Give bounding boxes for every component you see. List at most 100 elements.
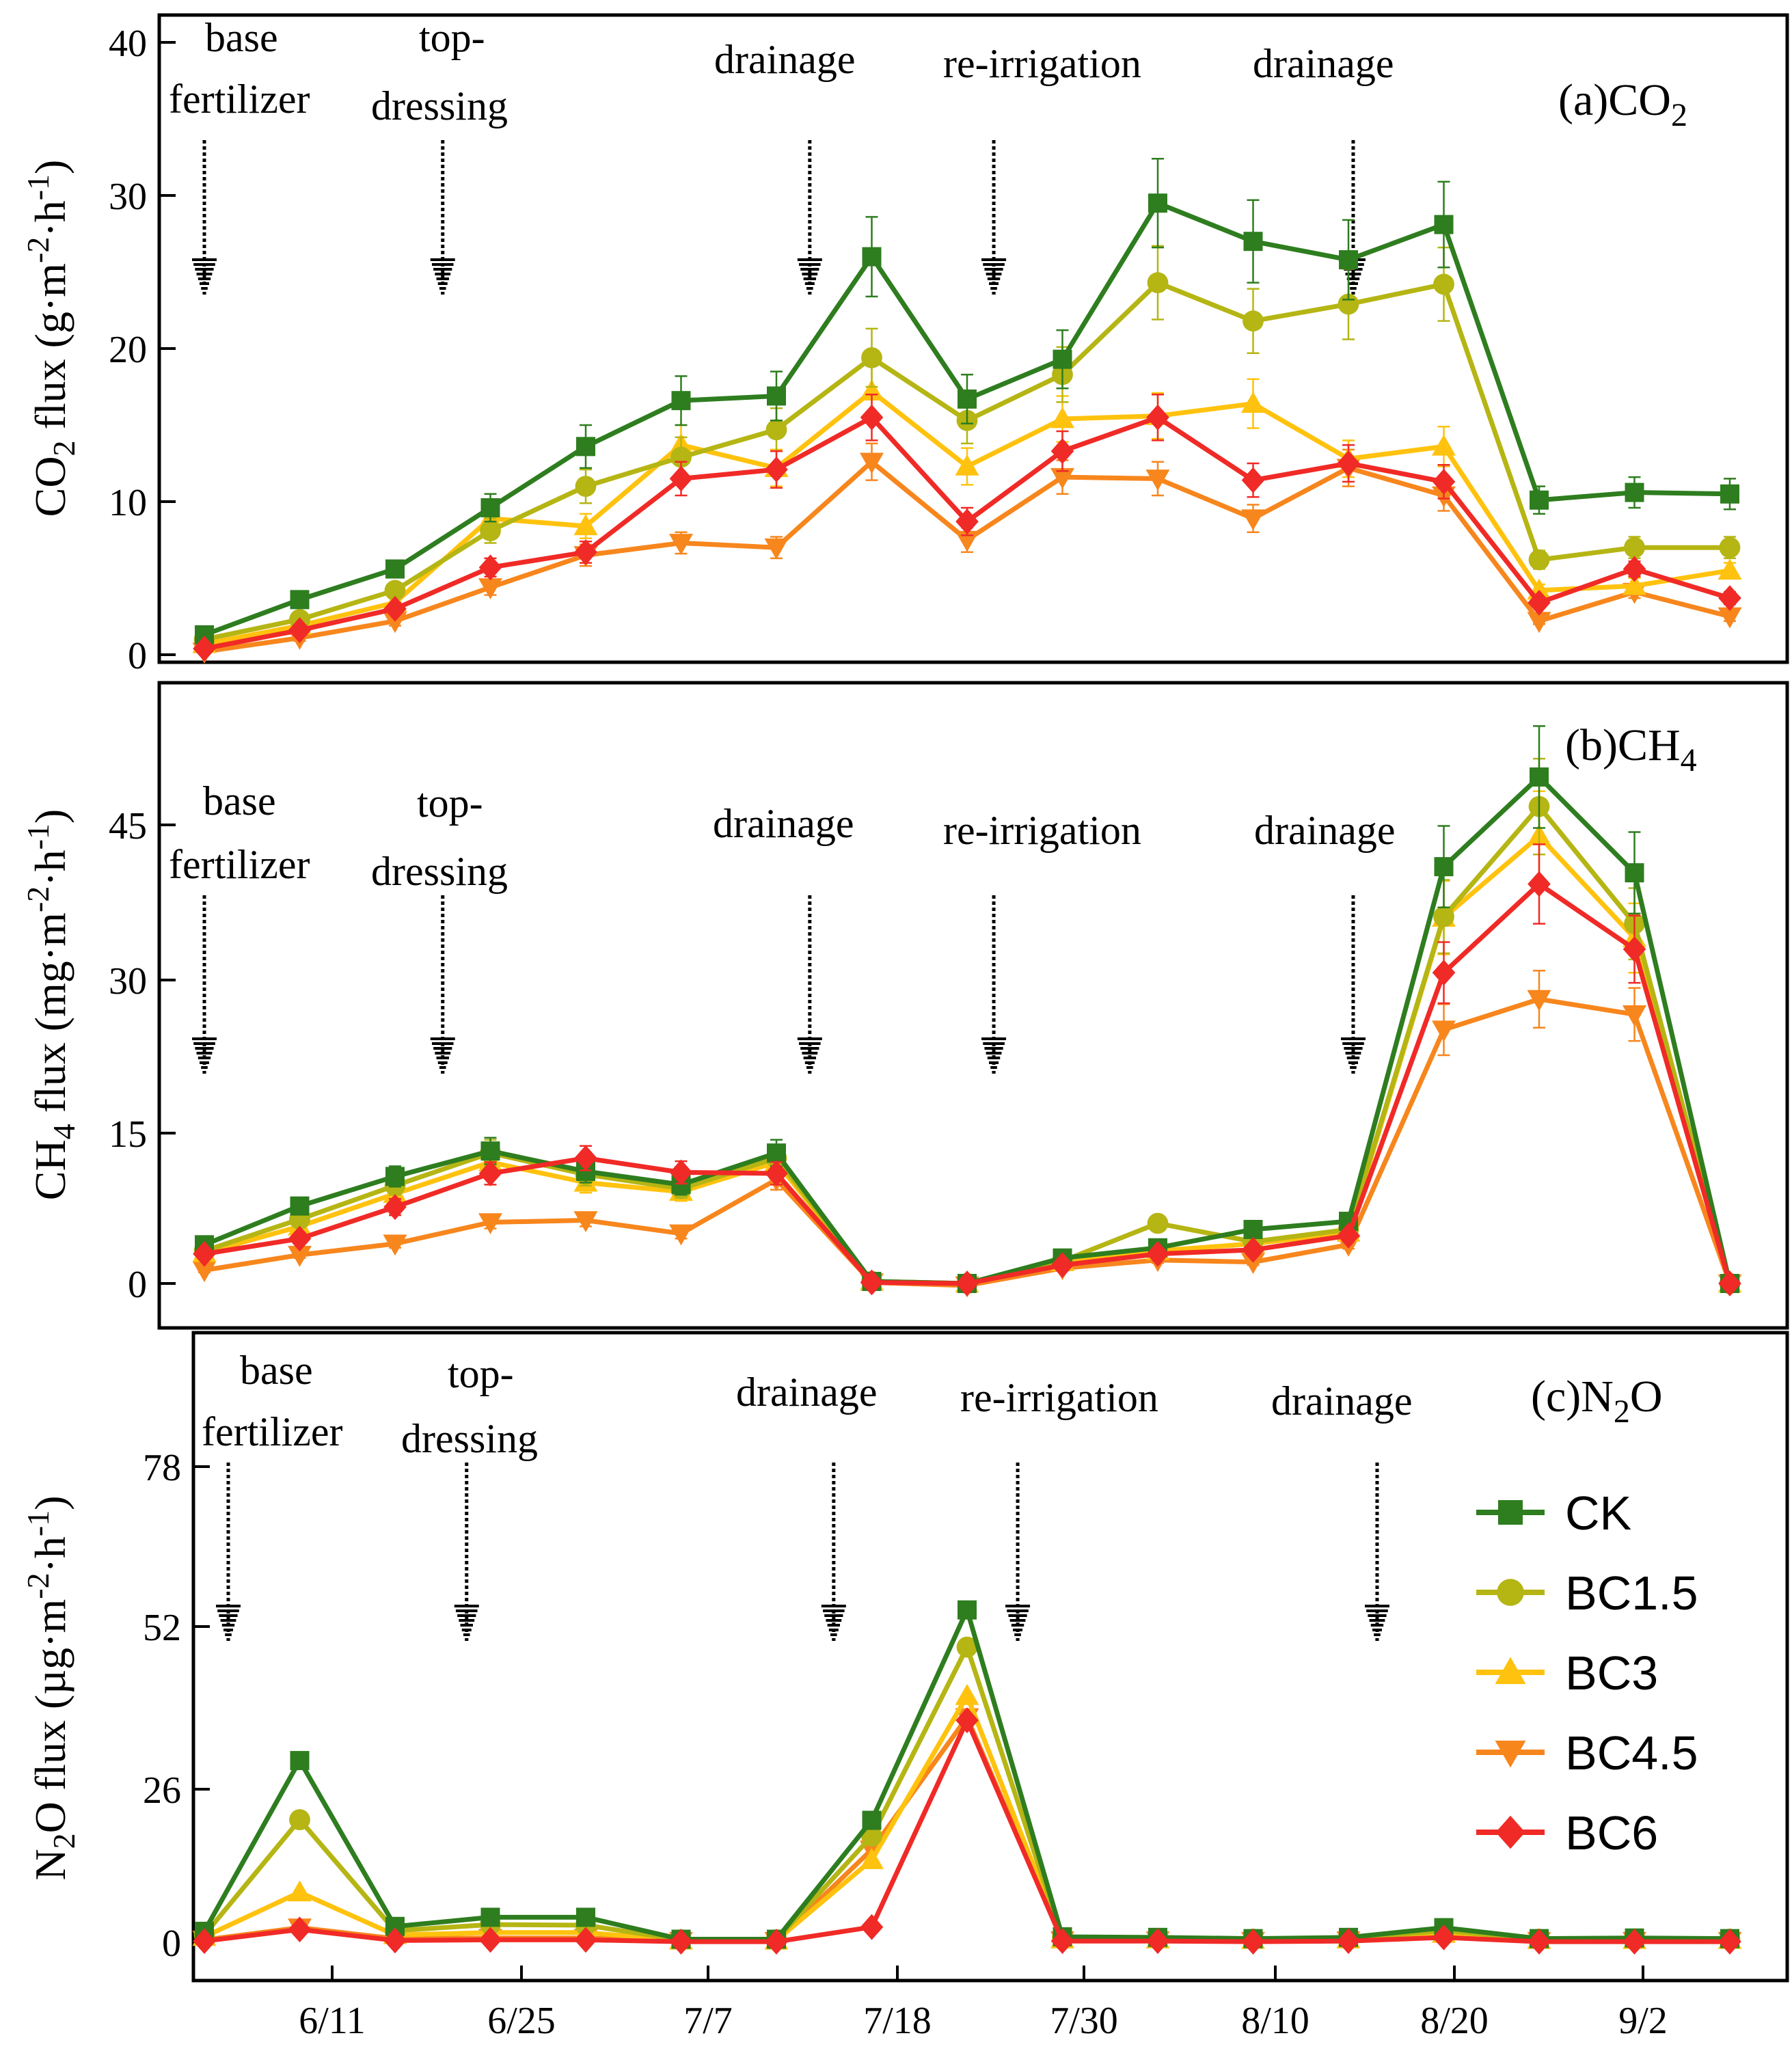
legend-bc6-marker: [1495, 1815, 1525, 1849]
panel-c-series-bc6: [193, 1707, 1741, 1955]
panel-c-bc6-point: [1337, 1928, 1360, 1955]
panel-b-bc6-point: [1146, 1240, 1169, 1267]
panel-c-title: (c)N2O: [1531, 1372, 1663, 1430]
event-arrow-drainage-2: [1340, 140, 1366, 295]
panel-c-bc6-point: [574, 1927, 597, 1953]
panel-c-bc6-point: [1050, 1928, 1074, 1955]
panel-a-bc4-5-point: [1145, 470, 1170, 491]
panel-a-bc6-point: [1146, 404, 1169, 431]
legend-ck-label: CK: [1565, 1486, 1631, 1540]
panel-b-bc4-5-point: [288, 1245, 312, 1267]
panel-a-bc3-point: [955, 454, 979, 476]
panel-a-bc4-5-point: [1050, 467, 1074, 489]
panel-b-ck-point: [480, 1141, 500, 1161]
panel-c-frame: [191, 1331, 1789, 1983]
panel-c-label-re-irrigation: re-irrigation: [960, 1375, 1158, 1420]
panel-c-bc3-point: [288, 1880, 312, 1902]
event-arrow-drainage-1: [821, 1463, 846, 1641]
panel-a-co2: 0 10 20 30 40 CO2 flux (g·m-2·h-1) (a)CO…: [21, 13, 1789, 677]
panel-a-ck-point: [958, 389, 977, 409]
panel-b-bc6-point: [860, 1269, 884, 1296]
panel-c-label-dressing: dressing: [401, 1416, 538, 1461]
panel-a-label-re-irrigation: re-irrigation: [943, 41, 1141, 86]
panel-c-bc1-5-point: [289, 1809, 310, 1831]
event-arrow-drainage-2: [1340, 895, 1366, 1074]
panel-a-bc3-point: [1050, 407, 1074, 429]
panel-b-bc6-point: [1623, 936, 1646, 962]
panel-b-bc6-point: [478, 1160, 502, 1186]
panel-c-xtick-label-7-30: 7/30: [1050, 2000, 1118, 2042]
legend-bc6-label: BC6: [1565, 1806, 1658, 1860]
panel-a-bc6-point: [478, 554, 502, 581]
panel-c-bc6-point: [1241, 1929, 1265, 1955]
panel-b-bc6-point: [1528, 871, 1551, 897]
panel-a-ck-point: [1148, 193, 1167, 213]
legend-item-bc3: BC3: [1476, 1646, 1658, 1700]
panel-c-bc6-point: [288, 1916, 312, 1943]
panel-b-bc6-point: [1337, 1223, 1360, 1249]
panel-a-bc4-5-point: [1241, 509, 1265, 531]
panel-a-bc6-point: [1337, 450, 1360, 476]
panel-b-ck-point: [767, 1143, 786, 1163]
panel-a-bc6-point: [955, 508, 979, 535]
panel-c-ck-point: [958, 1600, 977, 1620]
panel-a-series-bc6: [193, 393, 1741, 662]
panel-b-label-re-irrigation: re-irrigation: [943, 808, 1141, 853]
panel-b-label-drainage-2: drainage: [1254, 808, 1396, 853]
panel-a-ck-point: [767, 386, 786, 406]
panel-b-ytick-label-45: 45: [109, 805, 147, 847]
panel-b-bc4-5-line: [204, 996, 1733, 1288]
panel-b-label-base: base: [203, 778, 276, 824]
panel-a-bc1-5-point: [1624, 536, 1645, 558]
panel-b-bc6-point: [288, 1225, 312, 1252]
panel-a-series-ck: [195, 157, 1739, 644]
panel-a-bc1-5-point: [1243, 310, 1264, 332]
panel-b-ytick-label-30: 30: [109, 960, 147, 1003]
panel-a-bc1-5-point: [861, 347, 882, 368]
panel-a-ck-point: [1053, 349, 1072, 369]
panel-c-bc6-point: [669, 1929, 693, 1955]
panel-a-label-fertilizer: fertilizer: [169, 77, 310, 122]
panel-a-bc6-point: [1241, 467, 1265, 493]
panel-c-bc3-point: [955, 1684, 979, 1705]
panel-b-frame: [157, 681, 1789, 1330]
panel-a-ticks: [159, 41, 176, 656]
legend-bc1-5-marker: [1497, 1579, 1524, 1606]
panel-a-bc1-5-point: [480, 520, 501, 541]
panel-a-bc6-point: [1528, 589, 1551, 616]
panel-a-label-dressing: dressing: [371, 83, 508, 128]
event-arrow-drainage-2: [1364, 1463, 1389, 1641]
panel-c-ytick-label-26: 26: [143, 1769, 181, 1812]
legend-ck-marker: [1498, 1500, 1523, 1525]
legend-item-bc6: BC6: [1476, 1806, 1658, 1860]
panel-a-bc6-point: [574, 539, 597, 565]
panel-a-ck-point: [1530, 490, 1549, 510]
panel-a-bc3-point: [1241, 392, 1265, 413]
panel-a-bc4-5-point: [478, 578, 502, 599]
panel-c-bc6-point: [478, 1927, 502, 1953]
panel-b-bc6-point: [574, 1145, 597, 1171]
panel-b-bc6-line: [204, 881, 1733, 1286]
panel-a-ck-point: [1720, 484, 1739, 504]
panel-a-bc6-point: [669, 465, 693, 492]
panel-a-bc1-5-point: [1528, 549, 1550, 571]
panel-b-ck-point: [385, 1167, 405, 1186]
legend-bc3-marker: [1495, 1657, 1526, 1685]
panel-b-bc6-point: [955, 1270, 979, 1296]
panel-c-label-drainage-1: drainage: [736, 1370, 878, 1415]
panel-c-bc1-5-point: [861, 1825, 882, 1847]
legend-bc4-5-marker: [1495, 1740, 1526, 1768]
panel-a-bc6-point: [765, 457, 788, 482]
panel-a-label-drainage-2: drainage: [1253, 41, 1394, 86]
panel-a-plot: [192, 157, 1742, 664]
panel-c-ck-point: [480, 1907, 500, 1927]
panel-b-ylabel: CH4 flux (mg·m-2·h-1): [21, 809, 81, 1200]
panel-c-xtick-label-8-10: 8/10: [1241, 2000, 1309, 2042]
panel-c-bc6-point: [383, 1927, 407, 1954]
panel-b-bc1-5-point: [1147, 1212, 1169, 1234]
panel-a-ytick-label-40: 40: [109, 23, 147, 65]
panel-b-ck-point: [1434, 857, 1454, 877]
panel-a-bc3-point: [1718, 558, 1742, 580]
panel-b-bc6-point: [1718, 1270, 1741, 1296]
